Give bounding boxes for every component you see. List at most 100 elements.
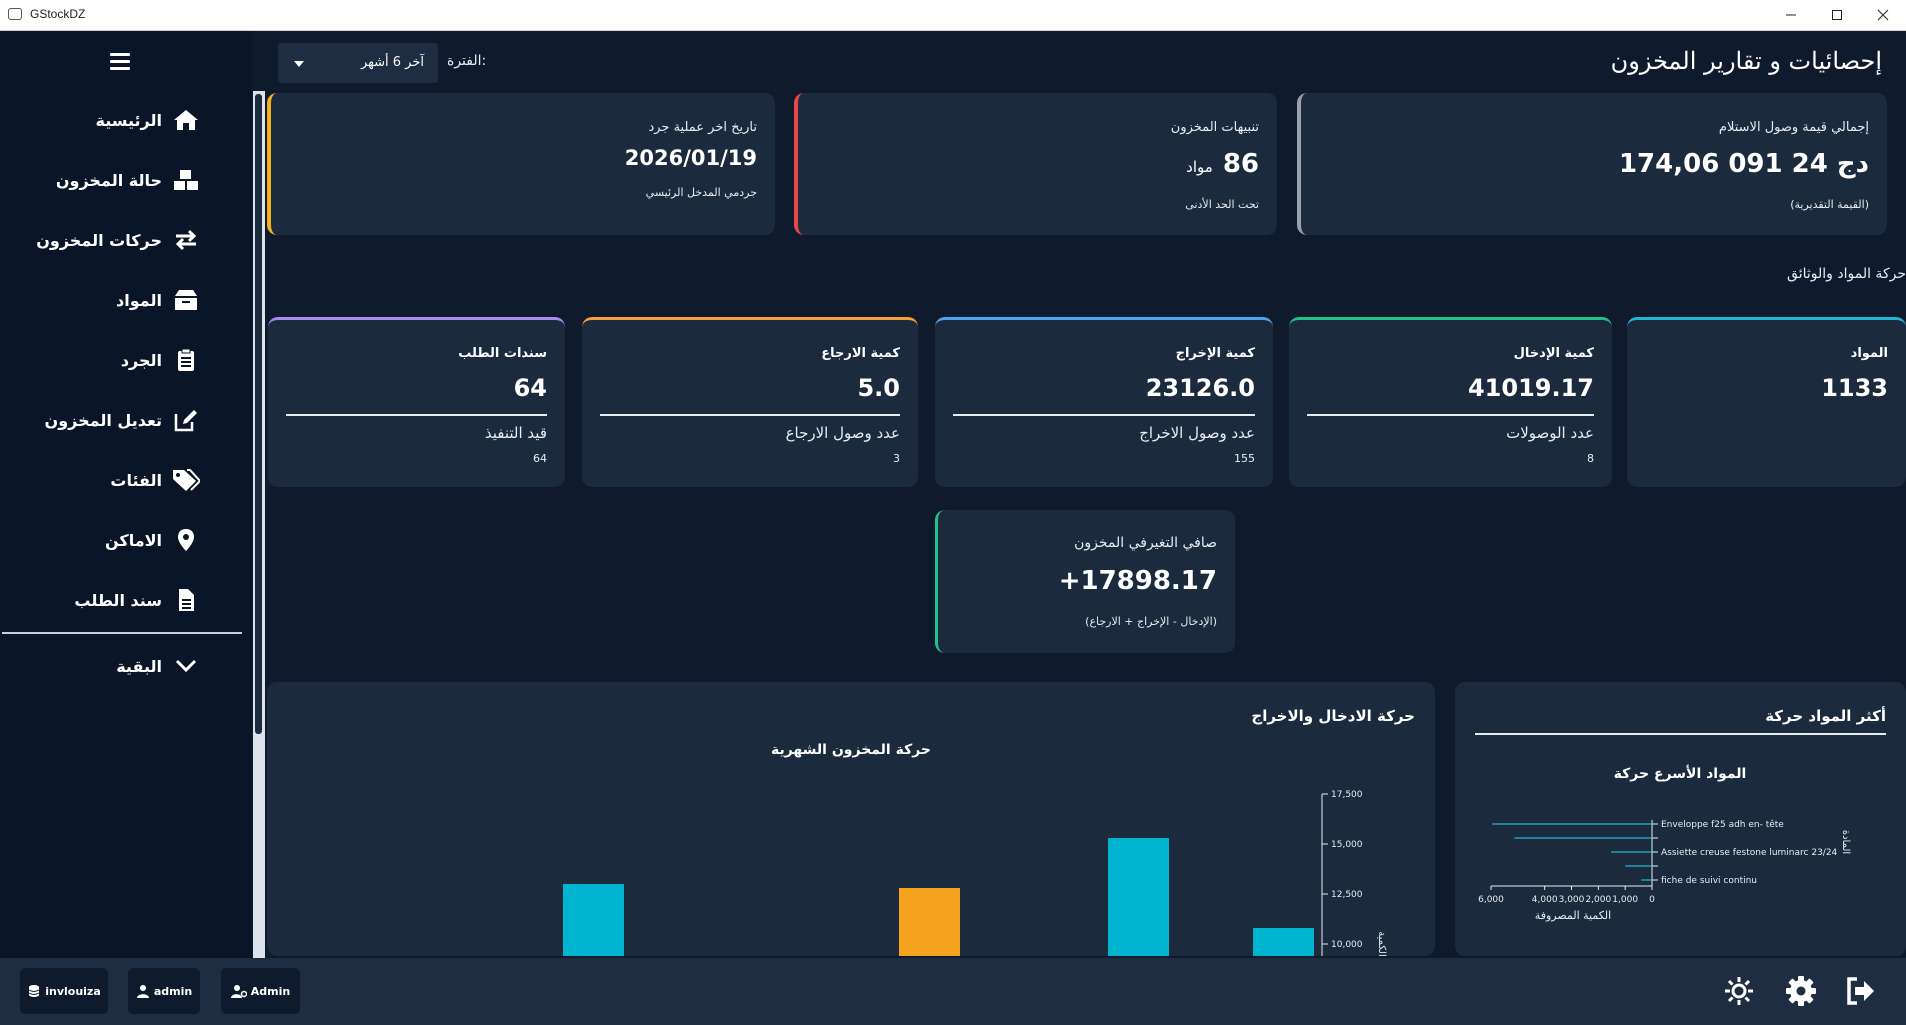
metric-sub: عدد وصول الاخراج — [1139, 424, 1255, 442]
receipts-value-card: إجمالي قيمة وصول الاستلام 174,06 091 24 … — [1297, 93, 1887, 235]
clipboard-icon — [172, 346, 200, 374]
card-unit: مواد — [1186, 158, 1213, 176]
y-tick-label: 12,500 — [1331, 890, 1363, 900]
sidebar-item-label: حالة المخزون — [55, 170, 162, 190]
panel-title: حركة الادخال والاخراج — [1251, 707, 1415, 725]
database-icon — [28, 985, 40, 997]
net-change-card: صافي التغيرفي المخزون +17898.17 (الإدخال… — [935, 510, 1235, 653]
sidebar-item-label: حركات المخزون — [36, 230, 162, 250]
user-button[interactable]: admin — [128, 968, 200, 1014]
sidebar-item-stock-status[interactable]: حالة المخزون — [0, 155, 210, 205]
database-label: invlouiza — [45, 984, 101, 998]
sidebar-item-items[interactable]: المواد — [0, 275, 210, 325]
chevron-down-icon — [172, 652, 200, 680]
sidebar-item-purchase-order[interactable]: سند الطلب — [0, 575, 210, 625]
period-select-value: آخر 6 أشهر — [360, 55, 424, 70]
metric-card-purchase-orders: سندات الطلب 64 قيد التنفيذ 64 — [268, 317, 565, 487]
database-button[interactable]: invlouiza — [20, 968, 108, 1014]
sidebar-more-toggle[interactable]: البقية — [0, 641, 210, 691]
card-title: تاريخ اخر عملية جرد — [648, 120, 757, 135]
status-footer: invlouiza admin Admin — [0, 958, 1906, 1025]
boxes-icon — [172, 166, 200, 194]
card-title: إجمالي قيمة وصول الاستلام — [1718, 120, 1869, 135]
settings-button[interactable] — [1784, 974, 1818, 1008]
minimize-button[interactable] — [1768, 0, 1814, 30]
y-axis-label: الكمية — [1376, 931, 1387, 956]
metric-title: المواد — [1850, 346, 1888, 361]
close-button[interactable] — [1860, 0, 1906, 30]
sidebar-item-categories[interactable]: الفئات — [0, 455, 210, 505]
metric-title: كمية الإخراج — [1175, 346, 1255, 361]
app-icon — [8, 8, 22, 20]
metric-title: كمية الارجاع — [821, 346, 900, 361]
role-button[interactable]: Admin — [221, 968, 300, 1014]
metric-value: 1133 — [1821, 374, 1888, 402]
top-items-chart: المواد الأسرع حركة Enveloppe f25 adh en- … — [1478, 765, 1851, 922]
chart-title: المواد الأسرع حركة — [1614, 765, 1747, 782]
metric-card-output-qty: كمية الإخراج 23126.0 عدد وصول الاخراج 15… — [935, 317, 1273, 487]
sidebar: الرئيسية حالة المخزون حركات المخزون المو… — [0, 31, 252, 958]
sidebar-item-label: الجرد — [120, 350, 162, 370]
x-tick-label: 6,000 — [1478, 895, 1504, 905]
period-label: الفترة: — [447, 53, 487, 69]
bar — [563, 884, 624, 956]
y-axis-label: المادة — [1840, 830, 1851, 854]
movement-section-label: حركة المواد والوثائق — [1787, 266, 1906, 282]
sidebar-item-label: الاماكن — [104, 530, 162, 550]
metric-divider — [1307, 414, 1594, 416]
content-scrollbar[interactable] — [253, 90, 265, 958]
card-title: تنبيهات المخزون — [1170, 120, 1259, 135]
user-cog-icon — [230, 985, 247, 998]
y-tick-label: 15,000 — [1331, 840, 1363, 850]
card-value: +17898.17 — [1058, 566, 1217, 596]
sun-icon — [1725, 977, 1753, 1005]
tags-icon — [172, 466, 200, 494]
logout-button[interactable] — [1844, 974, 1878, 1008]
sidebar-item-label: الرئيسية — [95, 110, 163, 130]
maximize-button[interactable] — [1814, 0, 1860, 30]
metric-title: كمية الإدخال — [1513, 346, 1594, 361]
metric-title: سندات الطلب — [458, 346, 547, 361]
y-tick-label: Assiette creuse festone luminarc 23/24 — [1661, 848, 1838, 858]
x-axis-label: الكمية المصروفة — [1535, 909, 1611, 922]
role-label: Admin — [250, 984, 291, 998]
logout-icon — [1847, 977, 1874, 1005]
document-icon — [172, 586, 200, 614]
metric-count: 155 — [1234, 452, 1255, 465]
sidebar-more-label: البقية — [116, 656, 162, 676]
x-tick-label: 3,000 — [1559, 895, 1585, 905]
metric-sub: عدد الوصولات — [1506, 424, 1594, 442]
exchange-arrows-icon — [172, 226, 200, 254]
sidebar-item-locations[interactable]: الاماكن — [0, 515, 210, 565]
metric-value: 64 — [513, 374, 547, 402]
bar — [899, 888, 960, 956]
x-tick-label: 4,000 — [1532, 895, 1558, 905]
bar — [1108, 838, 1169, 956]
metric-divider — [600, 414, 900, 416]
window-title: GStockDZ — [30, 7, 86, 21]
last-inventory-card: تاريخ اخر عملية جرد 2026/01/19 جردمي الم… — [267, 93, 775, 235]
sidebar-item-label: سند الطلب — [74, 590, 162, 610]
x-tick-label: 2,000 — [1585, 895, 1611, 905]
page-title: إحصائيات و تقارير المخزون — [1610, 47, 1882, 75]
metric-count: 3 — [893, 452, 900, 465]
period-select[interactable]: آخر 6 أشهر — [278, 43, 438, 83]
sidebar-item-stock-movements[interactable]: حركات المخزون — [0, 215, 210, 265]
theme-toggle-button[interactable] — [1722, 974, 1756, 1008]
stock-alerts-card: تنبيهات المخزون 86 مواد تحت الحد الأدنى — [794, 93, 1277, 235]
sidebar-item-label: تعديل المخزون — [44, 410, 162, 430]
page-header: إحصائيات و تقارير المخزون الفترة: آخر 6 … — [252, 31, 1906, 91]
chart-title: حركة المخزون الشهرية — [771, 742, 931, 758]
sidebar-item-inventory[interactable]: الجرد — [0, 335, 210, 385]
scrollbar-thumb[interactable] — [255, 94, 262, 734]
metric-divider — [953, 414, 1255, 416]
card-title: صافي التغيرفي المخزون — [1074, 535, 1217, 551]
menu-toggle-icon[interactable] — [110, 53, 130, 70]
window-titlebar: GStockDZ — [0, 0, 1906, 31]
sidebar-item-stock-adjustment[interactable]: تعديل المخزون — [0, 395, 210, 445]
metric-divider — [286, 414, 547, 416]
metric-card-input-qty: كمية الإدخال 41019.17 عدد الوصولات 8 — [1289, 317, 1612, 487]
flow-panel: حركة الادخال والاخراج حركة المخزون الشهر… — [267, 682, 1435, 956]
sidebar-item-home[interactable]: الرئيسية — [0, 95, 210, 145]
card-value: 86 — [1222, 149, 1259, 179]
